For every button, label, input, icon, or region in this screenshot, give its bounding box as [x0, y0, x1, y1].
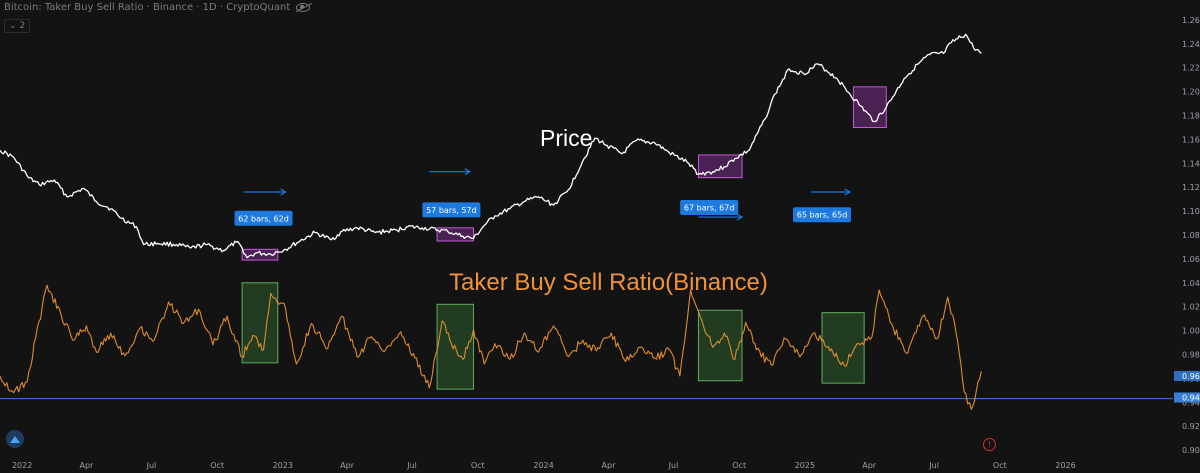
range-arrow-head	[464, 168, 472, 176]
range-arrow-head	[844, 188, 852, 196]
y-tick-label: 0.94	[1182, 398, 1200, 407]
bars-callout-label: 57 bars, 57d	[426, 206, 477, 215]
y-tick-label: 1.06	[1182, 255, 1200, 264]
y-tick-label: 0.90	[1182, 446, 1200, 455]
ratio-annotation: Taker Buy Sell Ratio(Binance)	[449, 269, 768, 296]
y-tick-label: 1.12	[1182, 183, 1200, 192]
x-tick-label: Jul	[146, 461, 157, 470]
eye-hidden-icon[interactable]	[296, 3, 311, 12]
price-highlight-box	[241, 248, 279, 261]
price-annotation: Price	[540, 125, 592, 151]
range-arrow-head	[736, 213, 744, 221]
x-tick-label: Jul	[668, 461, 679, 470]
y-tick-label: 0.92	[1182, 422, 1200, 431]
x-tick-label: Apr	[602, 461, 617, 470]
x-tick-label: 2026	[1055, 461, 1075, 470]
x-tick-label: 2022	[12, 461, 32, 470]
ratio-series-line	[0, 284, 982, 410]
range-arrow-head	[280, 188, 287, 196]
price-series-line	[0, 33, 982, 259]
bars-callout-label: 67 bars, 67d	[684, 204, 735, 213]
y-tick-label: 1.16	[1182, 135, 1200, 144]
y-tick-label: 1.22	[1182, 64, 1200, 73]
x-tick-label: Apr	[340, 461, 355, 470]
chevron-down-icon: ⌄	[9, 21, 17, 31]
x-tick-label: 2024	[533, 461, 553, 470]
x-tick-label: Oct	[732, 461, 746, 470]
current-value-label: 0.96	[1182, 372, 1200, 381]
y-tick-label: 1.18	[1182, 112, 1200, 121]
bars-callout-label: 62 bars, 62d	[238, 214, 289, 223]
x-tick-label: Oct	[993, 461, 1007, 470]
chart-title: Bitcoin: Taker Buy Sell Ratio · Binance …	[4, 2, 291, 13]
x-tick-label: Apr	[79, 461, 94, 470]
y-tick-label: 0.98	[1182, 350, 1200, 359]
x-tick-label: Apr	[862, 461, 877, 470]
x-tick-label: Jul	[928, 461, 939, 470]
price-highlight-box	[852, 86, 887, 128]
ratio-highlight-box	[697, 309, 743, 382]
layers-count: 2	[19, 21, 26, 31]
x-tick-label: Oct	[210, 461, 224, 470]
bars-callout-box	[234, 210, 293, 226]
x-tick-label: Jul	[406, 461, 417, 470]
y-tick-label: 1.00	[1182, 327, 1200, 336]
bars-callout-box	[680, 200, 739, 216]
y-tick-label: 1.08	[1182, 231, 1200, 240]
current-value-badge	[1174, 370, 1200, 381]
y-tick-label: 1.02	[1182, 303, 1200, 312]
chart-header: Bitcoin: Taker Buy Sell Ratio · Binance …	[4, 2, 311, 13]
y-tick-label: 1.24	[1182, 40, 1200, 49]
alert-icon[interactable]: !	[983, 438, 996, 451]
y-tick-label: 1.20	[1182, 88, 1200, 97]
current-value-label: 0.94	[1182, 393, 1200, 402]
y-tick-label: 1.26	[1182, 16, 1200, 25]
x-tick-label: Oct	[471, 461, 485, 470]
bars-callout-box	[422, 202, 481, 218]
x-tick-label: 2023	[273, 461, 293, 470]
y-tick-label: 1.10	[1182, 207, 1200, 216]
y-tick-label: 1.14	[1182, 159, 1200, 168]
tradingview-logo-icon[interactable]	[6, 430, 24, 448]
layers-toggle-button[interactable]: ⌄ 2	[4, 19, 31, 33]
ratio-highlight-box	[241, 282, 279, 364]
y-tick-label: 1.04	[1182, 279, 1200, 288]
x-tick-label: 2025	[795, 461, 815, 470]
bars-callout-label: 65 bars, 65d	[797, 211, 848, 220]
current-value-badge	[1174, 392, 1200, 403]
bars-callout-box	[793, 207, 852, 223]
